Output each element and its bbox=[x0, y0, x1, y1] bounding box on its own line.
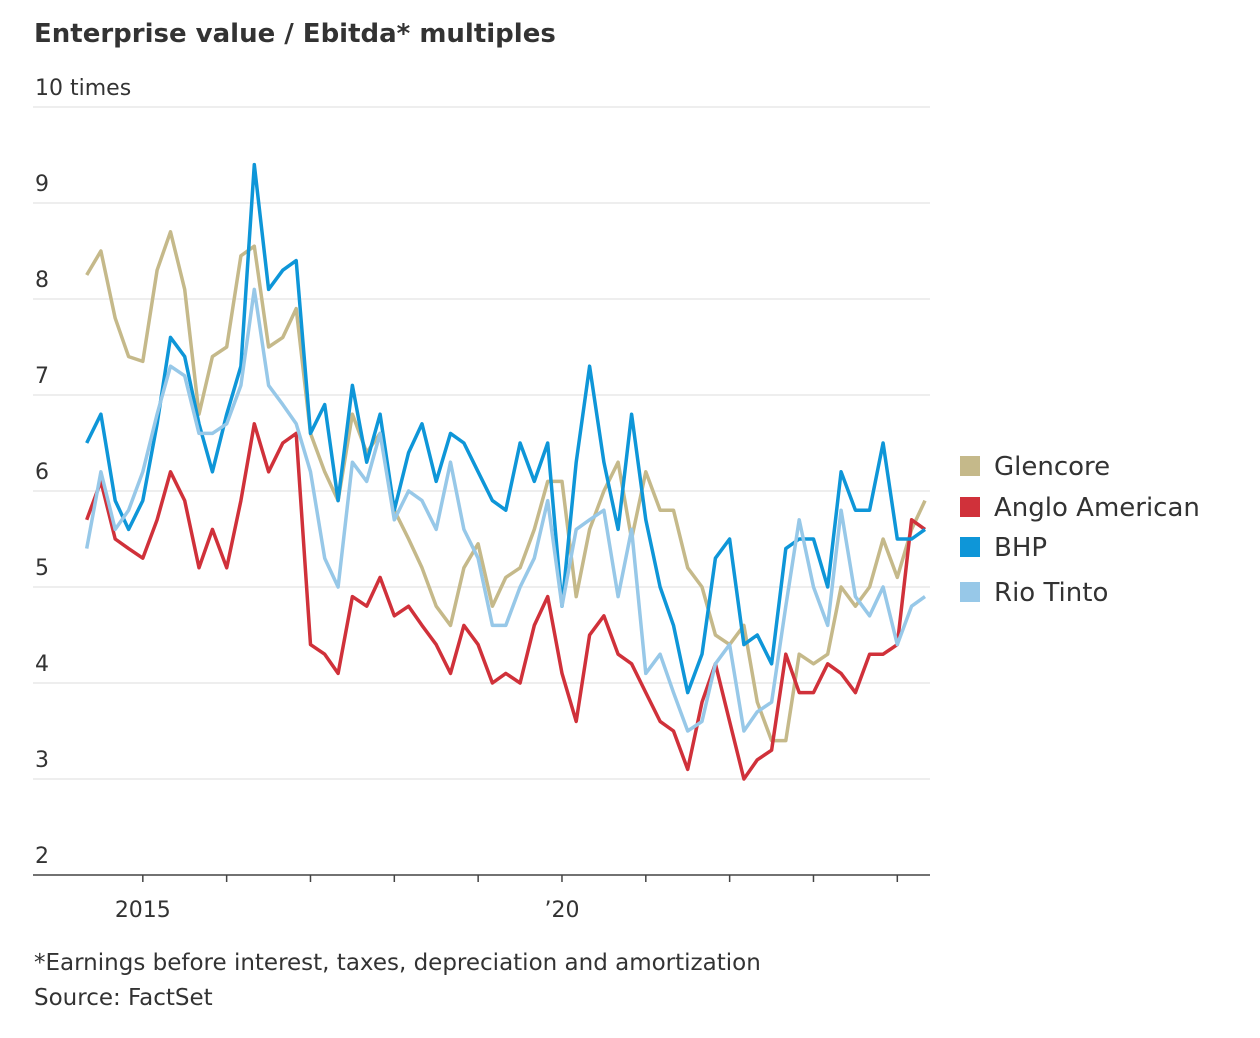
series-line bbox=[84, 287, 927, 733]
legend-label: Glencore bbox=[994, 452, 1110, 482]
series-line bbox=[85, 422, 927, 781]
source: Source: FactSet bbox=[34, 985, 213, 1011]
legend-label: BHP bbox=[994, 533, 1047, 563]
legend-label: Rio Tinto bbox=[994, 578, 1108, 608]
y-tick-label: 3 bbox=[35, 748, 49, 773]
chart-title: Enterprise value / Ebitda* multiples bbox=[34, 19, 556, 49]
series-line bbox=[85, 230, 927, 743]
legend-swatch bbox=[960, 582, 980, 602]
y-tick-label: 6 bbox=[35, 460, 49, 485]
y-tick-label: 9 bbox=[35, 172, 49, 197]
legend-swatch bbox=[960, 497, 980, 517]
footnote: *Earnings before interest, taxes, deprec… bbox=[34, 950, 761, 976]
legend-swatch bbox=[960, 537, 980, 557]
x-tick-label: ’20 bbox=[544, 898, 579, 923]
legend-label: Anglo American bbox=[994, 493, 1200, 523]
series-line bbox=[85, 162, 927, 695]
y-tick-label: 7 bbox=[35, 364, 49, 389]
y-tick-label: 5 bbox=[35, 556, 49, 581]
y-tick-label: 10 times bbox=[35, 76, 131, 101]
x-tick-label: 2015 bbox=[115, 898, 171, 923]
y-tick-label: 2 bbox=[35, 844, 49, 869]
legend-swatch bbox=[960, 456, 980, 476]
y-tick-label: 8 bbox=[35, 268, 49, 293]
y-tick-label: 4 bbox=[35, 652, 49, 677]
